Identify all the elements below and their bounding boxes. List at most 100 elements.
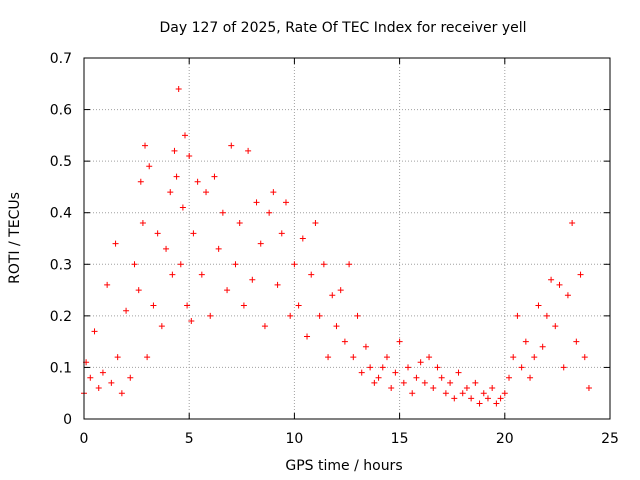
data-point-marker	[442, 390, 449, 397]
data-point-marker	[400, 379, 407, 386]
data-point-marker	[556, 281, 563, 288]
data-point-marker	[367, 364, 374, 371]
data-point-marker	[299, 235, 306, 242]
data-point-marker	[171, 147, 178, 154]
data-point-marker	[405, 364, 412, 371]
data-point-marker	[396, 338, 403, 345]
data-point-marker	[539, 343, 546, 350]
data-point-marker	[139, 220, 146, 227]
data-point-marker	[451, 395, 458, 402]
data-point-marker	[346, 261, 353, 268]
data-point-marker	[518, 364, 525, 371]
plot-frame	[83, 57, 611, 420]
data-point-marker	[325, 354, 332, 361]
data-point-marker	[569, 220, 576, 227]
y-axis-ticks: 0 0.1 0.2 0.3 0.4 0.5 0.6 0.7	[50, 51, 610, 428]
data-point-marker	[468, 395, 475, 402]
x-tick-label: 25	[601, 431, 619, 447]
data-point-marker	[99, 369, 106, 376]
data-point-marker	[207, 312, 214, 319]
data-point-marker	[527, 374, 534, 381]
data-point-marker	[154, 230, 161, 237]
data-point-marker	[430, 385, 437, 392]
data-point-marker	[91, 328, 98, 335]
data-point-marker	[175, 85, 182, 92]
data-point-marker	[552, 323, 559, 330]
x-axis-ticks: 0 5 10 15 20 25	[80, 58, 619, 447]
data-point-marker	[581, 354, 588, 361]
data-point-marker	[236, 220, 243, 227]
data-point-marker	[194, 178, 201, 185]
data-point-marker	[274, 281, 281, 288]
data-point-marker	[228, 142, 235, 149]
data-point-marker	[312, 220, 319, 227]
y-tick-label: 0.2	[50, 309, 72, 325]
data-point-marker	[316, 312, 323, 319]
data-point-marker	[337, 287, 344, 294]
data-point-marker	[104, 281, 111, 288]
data-point-marker	[560, 364, 567, 371]
data-point-marker	[506, 374, 513, 381]
data-point-marker	[304, 333, 311, 340]
data-point-marker	[354, 312, 361, 319]
data-point-marker	[240, 302, 247, 309]
data-point-marker	[548, 276, 555, 283]
data-point-marker	[497, 395, 504, 402]
y-tick-label: 0.4	[50, 206, 72, 222]
x-tick-label: 15	[391, 431, 409, 447]
data-point-marker	[438, 374, 445, 381]
data-point-marker	[167, 189, 174, 196]
data-point-marker	[417, 359, 424, 366]
data-point-marker	[577, 271, 584, 278]
data-point-marker	[224, 287, 231, 294]
data-point-marker	[87, 374, 94, 381]
data-point-marker	[291, 261, 298, 268]
data-point-marker	[163, 245, 170, 252]
data-point-marker	[169, 271, 176, 278]
x-tick-label: 0	[80, 431, 89, 447]
data-point-marker	[371, 379, 378, 386]
data-point-marker	[383, 354, 390, 361]
x-axis-label: GPS time / hours	[285, 458, 402, 474]
data-point-marker	[413, 374, 420, 381]
data-point-marker	[295, 302, 302, 309]
data-point-marker	[476, 400, 483, 407]
data-point-marker	[447, 379, 454, 386]
data-point-marker	[108, 379, 115, 386]
data-point-marker	[173, 173, 180, 180]
data-point-marker	[392, 369, 399, 376]
data-point-marker	[190, 230, 197, 237]
data-point-marker	[480, 390, 487, 397]
data-point-marker	[455, 369, 462, 376]
data-point-marker	[493, 400, 500, 407]
data-point-marker	[245, 147, 252, 154]
data-point-marker	[501, 390, 508, 397]
data-point-marker	[142, 142, 149, 149]
data-point-marker	[232, 261, 239, 268]
data-point-marker	[186, 152, 193, 159]
data-point-marker	[459, 390, 466, 397]
data-point-marker	[489, 385, 496, 392]
y-tick-label: 0.7	[50, 51, 72, 67]
data-point-marker	[287, 312, 294, 319]
data-point-marker	[282, 199, 289, 206]
data-point-marker	[249, 276, 256, 283]
data-point-marker	[257, 240, 264, 247]
data-point-marker	[531, 354, 538, 361]
data-point-marker	[215, 245, 222, 252]
chart-title: Day 127 of 2025, Rate Of TEC Index for r…	[159, 20, 526, 36]
data-point-marker	[95, 385, 102, 392]
data-point-marker	[472, 379, 479, 386]
data-point-marker	[421, 379, 428, 386]
data-point-marker	[362, 343, 369, 350]
data-point-marker	[320, 261, 327, 268]
data-point-marker	[131, 261, 138, 268]
data-point-marker	[341, 338, 348, 345]
data-point-marker	[409, 390, 416, 397]
y-tick-label: 0.5	[50, 154, 72, 170]
data-point-marker	[308, 271, 315, 278]
x-tick-label: 10	[285, 431, 303, 447]
data-point-marker	[184, 302, 191, 309]
data-point-marker	[203, 189, 210, 196]
